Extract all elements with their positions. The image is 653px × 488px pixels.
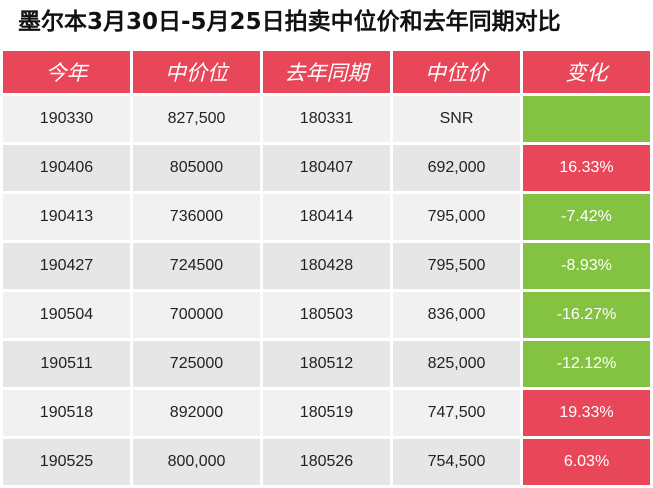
cell-median-last-year: 795,500 xyxy=(393,243,520,289)
cell-this-year: 190525 xyxy=(3,439,130,485)
cell-change: -8.93% xyxy=(523,243,650,289)
header-median-this-year: 中价位 xyxy=(133,51,260,93)
auction-median-table: 今年 中价位 去年同期 中位价 变化 190330 827,500 180331… xyxy=(0,48,653,488)
cell-last-year: 180414 xyxy=(263,194,390,240)
table-row: 190413 736000 180414 795,000 -7.42% xyxy=(3,194,650,240)
header-last-year: 去年同期 xyxy=(263,51,390,93)
cell-change: 19.33% xyxy=(523,390,650,436)
cell-this-year: 190427 xyxy=(3,243,130,289)
cell-change: -7.42% xyxy=(523,194,650,240)
cell-last-year: 180503 xyxy=(263,292,390,338)
cell-this-year: 190504 xyxy=(3,292,130,338)
cell-median-this-year: 892000 xyxy=(133,390,260,436)
cell-median-last-year: 825,000 xyxy=(393,341,520,387)
cell-last-year: 180512 xyxy=(263,341,390,387)
cell-change: -16.27% xyxy=(523,292,650,338)
cell-median-this-year: 725000 xyxy=(133,341,260,387)
header-row: 今年 中价位 去年同期 中位价 变化 xyxy=(3,51,650,93)
cell-last-year: 180428 xyxy=(263,243,390,289)
cell-median-this-year: 736000 xyxy=(133,194,260,240)
cell-median-last-year: 747,500 xyxy=(393,390,520,436)
header-change: 变化 xyxy=(523,51,650,93)
cell-last-year: 180331 xyxy=(263,96,390,142)
cell-median-last-year: SNR xyxy=(393,96,520,142)
cell-median-this-year: 700000 xyxy=(133,292,260,338)
cell-this-year: 190518 xyxy=(3,390,130,436)
cell-this-year: 190330 xyxy=(3,96,130,142)
cell-median-last-year: 754,500 xyxy=(393,439,520,485)
cell-median-this-year: 827,500 xyxy=(133,96,260,142)
header-median-last-year: 中位价 xyxy=(393,51,520,93)
cell-median-this-year: 805000 xyxy=(133,145,260,191)
table-row: 190511 725000 180512 825,000 -12.12% xyxy=(3,341,650,387)
cell-change: 6.03% xyxy=(523,439,650,485)
cell-median-last-year: 795,000 xyxy=(393,194,520,240)
cell-last-year: 180407 xyxy=(263,145,390,191)
cell-change: 16.33% xyxy=(523,145,650,191)
table-row: 190427 724500 180428 795,500 -8.93% xyxy=(3,243,650,289)
cell-change: -12.12% xyxy=(523,341,650,387)
table-row: 190330 827,500 180331 SNR xyxy=(3,96,650,142)
cell-this-year: 190511 xyxy=(3,341,130,387)
cell-this-year: 190413 xyxy=(3,194,130,240)
cell-median-last-year: 692,000 xyxy=(393,145,520,191)
cell-median-last-year: 836,000 xyxy=(393,292,520,338)
page-title: 墨尔本3月30日-5月25日拍卖中位价和去年同期对比 xyxy=(18,9,561,35)
header-this-year: 今年 xyxy=(3,51,130,93)
cell-this-year: 190406 xyxy=(3,145,130,191)
cell-last-year: 180526 xyxy=(263,439,390,485)
cell-change xyxy=(523,96,650,142)
cell-median-this-year: 800,000 xyxy=(133,439,260,485)
cell-last-year: 180519 xyxy=(263,390,390,436)
table-row: 190518 892000 180519 747,500 19.33% xyxy=(3,390,650,436)
table-row: 190525 800,000 180526 754,500 6.03% xyxy=(3,439,650,485)
table-row: 190406 805000 180407 692,000 16.33% xyxy=(3,145,650,191)
cell-median-this-year: 724500 xyxy=(133,243,260,289)
table-row: 190504 700000 180503 836,000 -16.27% xyxy=(3,292,650,338)
